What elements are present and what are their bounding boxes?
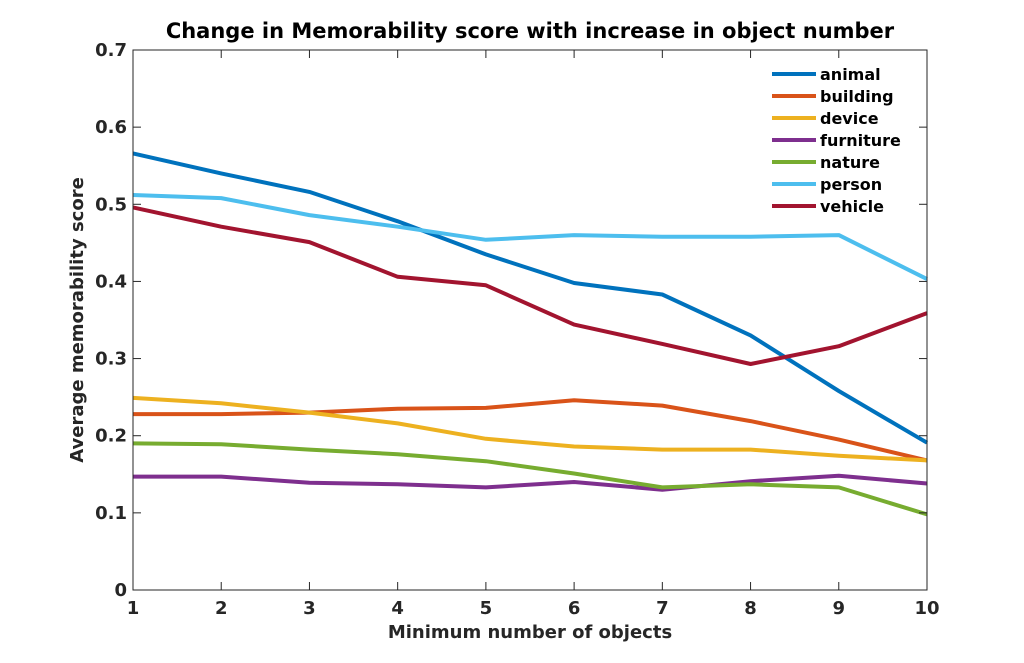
- x-tick-label: 2: [215, 598, 228, 619]
- legend-label-furniture: furniture: [820, 131, 901, 150]
- y-axis-label: Average memorability score: [67, 177, 88, 463]
- y-tick-label: 0.7: [95, 40, 127, 61]
- x-tick-label: 5: [480, 598, 493, 619]
- y-tick-label: 0.3: [95, 349, 127, 370]
- x-tick-label: 6: [568, 598, 581, 619]
- series-layer: [132, 151, 929, 517]
- legend: animal building device furniture nature perso…: [772, 65, 901, 216]
- x-tick-label: 1: [127, 598, 140, 619]
- legend-label-building: building: [820, 87, 894, 106]
- series-line-nature: [132, 441, 928, 517]
- legend-label-device: device: [820, 109, 879, 128]
- y-tick-label: 0.1: [95, 503, 127, 524]
- series-line-animal: [132, 151, 929, 445]
- legend-label-person: person: [820, 175, 882, 194]
- legend-label-animal: animal: [820, 65, 881, 84]
- x-tick-label: 7: [656, 598, 669, 619]
- plot-area-frame: [132, 49, 928, 591]
- y-tick-label: 0: [114, 580, 127, 601]
- legend-label-vehicle: vehicle: [820, 197, 884, 216]
- series-line-person: [132, 193, 928, 281]
- x-tick-label: 9: [833, 598, 846, 619]
- y-tick-label: 0.2: [95, 426, 127, 447]
- y-tick-label: 0.5: [95, 194, 127, 215]
- x-tick-label: 3: [303, 598, 316, 619]
- y-tick-label: 0.6: [95, 117, 127, 138]
- legend-label-nature: nature: [820, 153, 880, 172]
- series-line-building: [133, 398, 928, 463]
- series-line-device: [132, 395, 928, 463]
- chart-title: Change in Memorability score with increa…: [166, 19, 895, 43]
- series-line-vehicle: [132, 205, 928, 366]
- series-line-furniture: [133, 473, 928, 492]
- x-axis: 1 2 3 4 5 6 7 8 9 10: [127, 50, 940, 619]
- x-tick-label: 4: [391, 598, 404, 619]
- x-axis-label: Minimum number of objects: [388, 622, 672, 643]
- x-tick-label: 10: [914, 598, 939, 619]
- y-tick-label: 0.4: [95, 271, 127, 292]
- x-tick-label: 8: [744, 598, 757, 619]
- y-axis: 0 0.1 0.2 0.3 0.4 0.5 0.6 0.7: [95, 40, 927, 601]
